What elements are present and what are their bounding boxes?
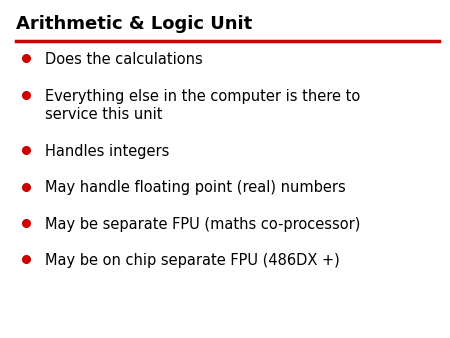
Text: May be on chip separate FPU (486DX +): May be on chip separate FPU (486DX +): [45, 253, 340, 268]
Text: May be separate FPU (maths co-processor): May be separate FPU (maths co-processor): [45, 217, 360, 232]
Text: Arithmetic & Logic Unit: Arithmetic & Logic Unit: [16, 15, 252, 33]
Text: May handle floating point (real) numbers: May handle floating point (real) numbers: [45, 180, 346, 195]
Text: Does the calculations: Does the calculations: [45, 52, 203, 67]
Text: Everything else in the computer is there to
service this unit: Everything else in the computer is there…: [45, 89, 360, 122]
Text: Handles integers: Handles integers: [45, 144, 169, 159]
